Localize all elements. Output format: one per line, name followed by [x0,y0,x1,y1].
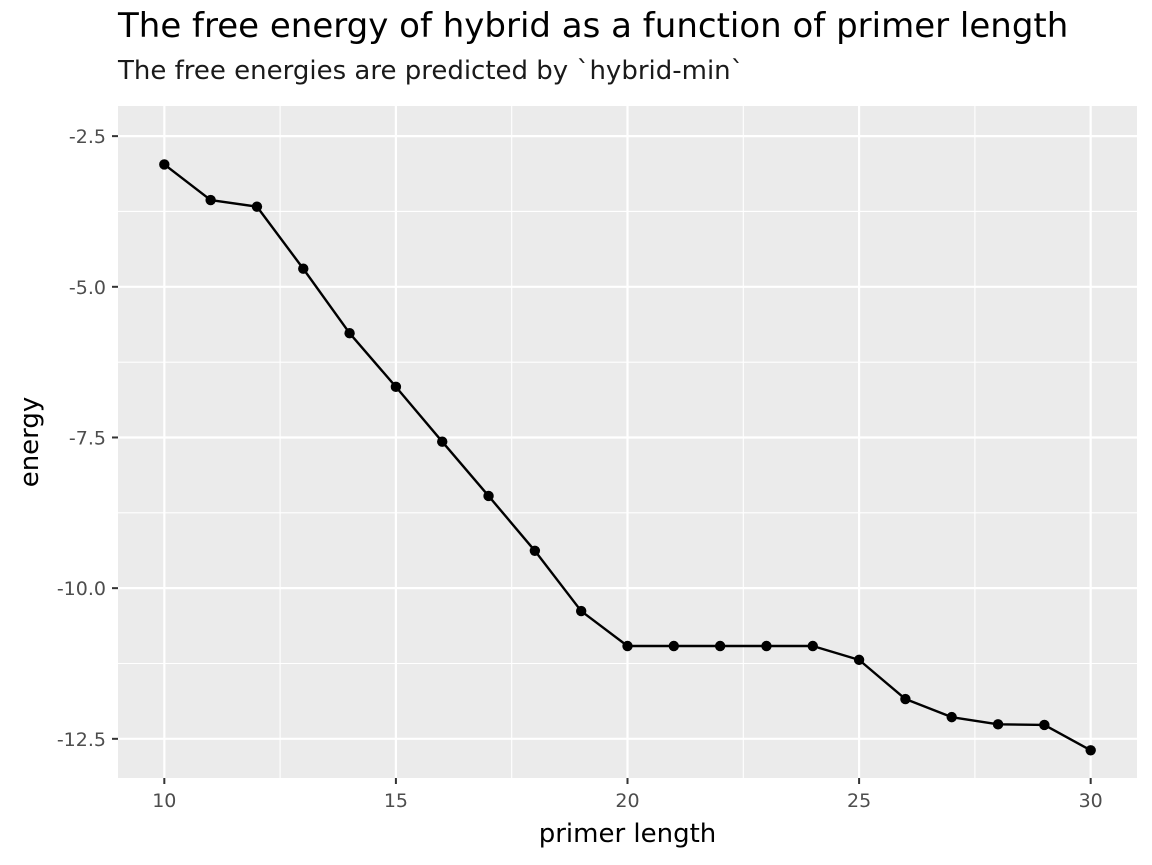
x-tick-labels: 10 15 20 25 30 [152,790,1103,812]
data-point [668,640,680,652]
data-point [807,640,818,652]
y-tick-label: -10.0 [57,578,106,600]
x-tick-label: 20 [615,790,639,812]
data-point [529,545,541,556]
data-point [344,328,355,339]
y-tick-labels: -2.5 -5.0 -7.5 -10.0 -12.5 [57,126,106,751]
y-tick-label: -2.5 [69,126,106,148]
x-tick-label: 10 [152,790,176,812]
axis-ticks [112,135,1092,784]
x-tick-label: 15 [384,790,408,812]
data-point [1039,719,1050,731]
y-tick-label: -7.5 [69,427,106,449]
data-point [483,490,494,502]
chart-title: The free energy of hybrid as a function … [118,6,1069,46]
data-point [437,436,448,447]
y-tick-label: -5.0 [69,277,106,299]
data-point [251,201,263,212]
chart-subtitle: The free energies are predicted by `hybr… [118,56,744,86]
data-point [205,194,216,206]
y-axis-title: energy [15,397,45,488]
data-point [575,605,587,617]
data-point [390,381,402,393]
grid-major [118,106,1137,778]
data-point [761,640,772,652]
data-point [622,640,633,652]
y-tick-label: -12.5 [57,729,106,751]
data-point [946,711,957,723]
data-point [900,693,911,705]
data-point [159,159,170,170]
data-point [1085,745,1096,756]
series-points-group [159,159,1096,756]
data-point [853,654,865,666]
x-tick-label: 25 [847,790,871,812]
x-axis-title: primer length [539,819,717,849]
data-point [992,719,1004,730]
data-point [298,263,309,274]
x-tick-label: 30 [1079,790,1103,812]
data-point [714,640,726,652]
